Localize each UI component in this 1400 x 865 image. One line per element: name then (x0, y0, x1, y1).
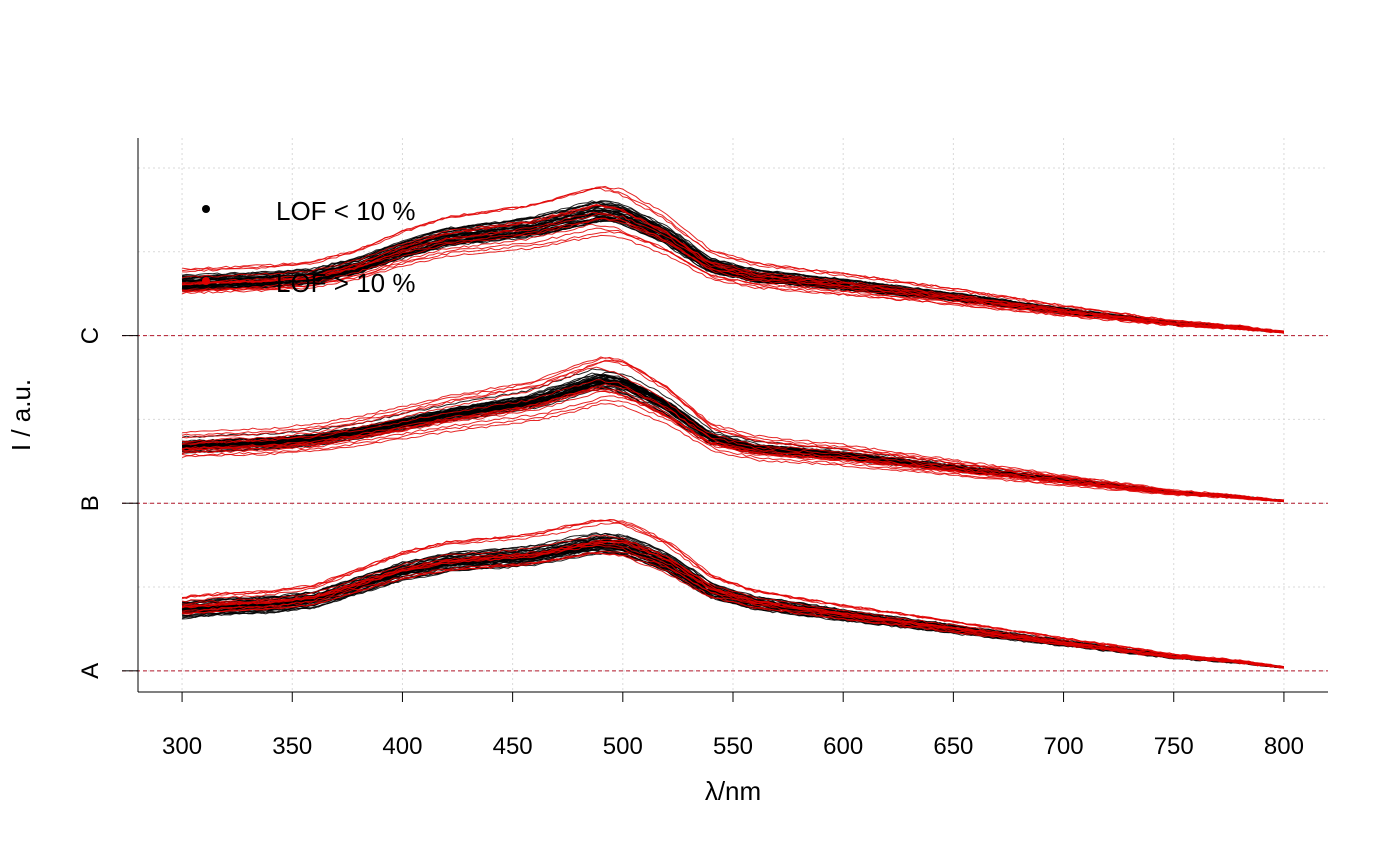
spectrum-B-bad (181, 399, 1284, 502)
legend-marker-good (202, 205, 210, 213)
spectrum-C-bad (182, 223, 1285, 334)
y-tick-label: A (77, 663, 104, 679)
spectrum-B-bad (182, 360, 1284, 502)
spectrum-B-bad (181, 379, 1284, 502)
y-axis-ticks: A B C (77, 327, 138, 679)
x-tick-label: 500 (603, 733, 643, 760)
x-tick-label: 350 (272, 733, 312, 760)
spectrum-C-bad (181, 204, 1284, 332)
x-tick-label: 650 (933, 733, 973, 760)
legend-label-good: LOF < 10 % (276, 196, 415, 226)
x-tick-label: 400 (382, 733, 422, 760)
x-tick-label: 800 (1264, 733, 1304, 760)
spectrum-C-bad (182, 230, 1285, 334)
x-axis-ticks: 300 350 400 450 500 550 600 650 700 750 800 (162, 692, 1304, 760)
legend-label-bad: LOF > 10 % (276, 268, 415, 298)
spectrum-B-bad (181, 395, 1284, 502)
y-axis-title: I / a.u. (6, 379, 36, 451)
x-tick-label: 450 (493, 733, 533, 760)
spectrum-C-good (182, 200, 1284, 333)
spectrum-C-bad (181, 234, 1285, 334)
spectrum-A-bad (182, 538, 1285, 668)
spectrum-A-bad (181, 519, 1285, 668)
x-tick-label: 550 (713, 733, 753, 760)
spectrum-B-bad (181, 389, 1284, 502)
spectrum-A-bad (181, 550, 1284, 668)
x-axis-title: λ/nm (705, 776, 761, 806)
spectrum-A-bad (182, 552, 1284, 669)
x-tick-label: 750 (1154, 733, 1194, 760)
spectra-curves (181, 185, 1285, 669)
spectrum-C-bad (181, 203, 1285, 333)
legend: LOF < 10 % LOF > 10 % (202, 196, 415, 298)
x-tick-label: 300 (162, 733, 202, 760)
x-tick-label: 700 (1044, 733, 1084, 760)
spectrum-C-bad (182, 211, 1284, 333)
spectrum-C-bad (182, 187, 1284, 333)
spectrum-B-bad (181, 403, 1284, 502)
spectrum-B-bad (181, 357, 1284, 501)
y-tick-label: C (77, 327, 104, 344)
spectrum-B-good (181, 380, 1285, 502)
group-baselines (122, 335, 1328, 672)
spectrum-A-bad (181, 544, 1284, 668)
legend-marker-bad (202, 277, 210, 285)
x-tick-label: 600 (823, 733, 863, 760)
y-tick-label: B (77, 495, 104, 511)
